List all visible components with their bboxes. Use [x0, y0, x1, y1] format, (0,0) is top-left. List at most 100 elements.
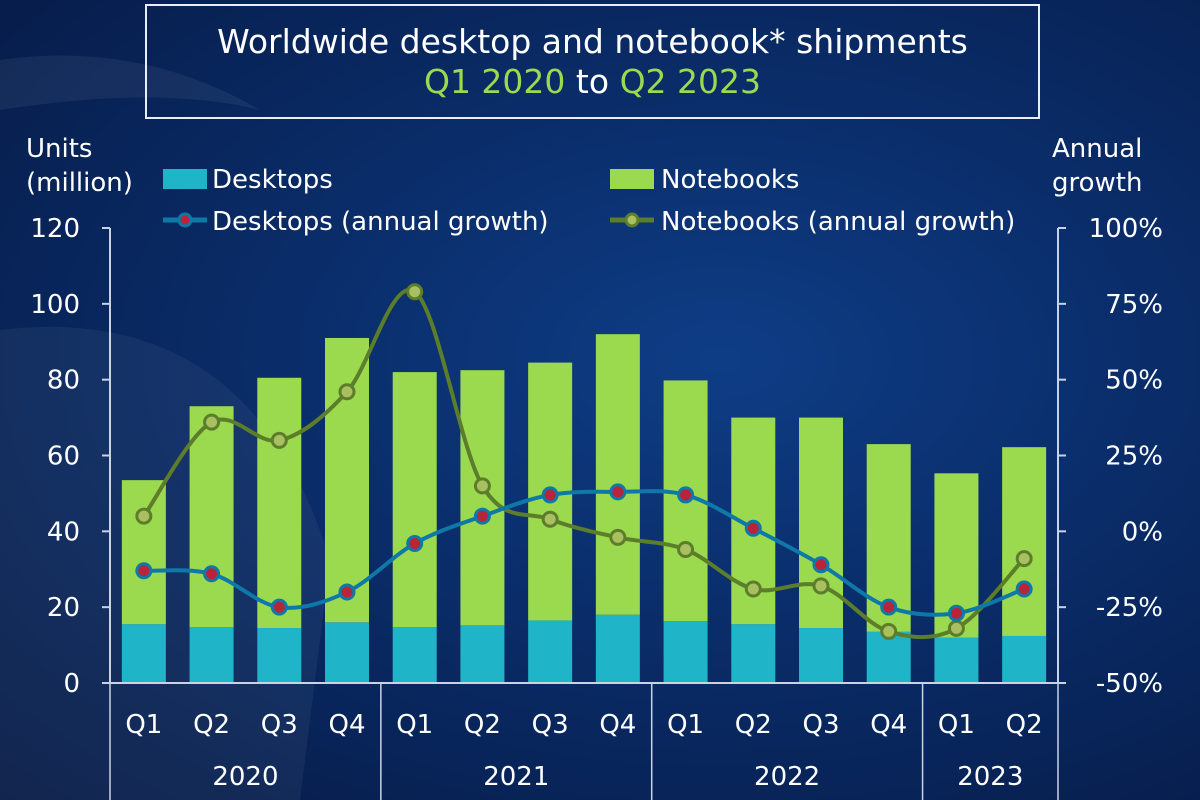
x-tick-label: Q4: [599, 710, 636, 740]
bar-notebooks: [257, 377, 302, 629]
left-tick-label: 0: [63, 669, 80, 699]
legend-item-notebooks-growth: Notebooks (annual growth): [610, 207, 1015, 237]
axes: 0 20 40 60 80 100 120 -50% -25% 0% 25% 50% 75% 100%: [30, 214, 1163, 699]
point-notebooks-growth: [812, 577, 830, 595]
point-notebooks-growth: [406, 283, 424, 301]
bar-desktops: [189, 627, 234, 683]
point-notebooks-growth: [203, 413, 221, 431]
legend-label-notebooks-growth: Notebooks (annual growth): [661, 207, 1015, 237]
x-tick-label: Q4: [870, 710, 907, 740]
legend-swatch-notebooks: [610, 169, 654, 189]
bar-desktops: [325, 622, 369, 683]
point-notebooks-growth: [677, 541, 695, 559]
year-group-label: 2020: [212, 762, 278, 792]
bar-notebooks: [1002, 447, 1047, 636]
left-axis-title: Units (million): [26, 132, 133, 200]
legend-item-desktops: Desktops: [163, 165, 333, 195]
point-desktops-growth: [947, 604, 965, 622]
point-notebooks-growth: [473, 477, 491, 495]
x-tick-label: Q2: [1006, 710, 1043, 740]
point-notebooks-growth: [1015, 550, 1033, 568]
right-tick-label: 25%: [1105, 442, 1163, 472]
legend-item-notebooks: Notebooks: [610, 165, 799, 195]
bar-desktops: [528, 620, 573, 683]
point-desktops-growth: [406, 534, 424, 552]
bar-desktops: [866, 631, 911, 683]
legend-label-notebooks: Notebooks: [661, 165, 799, 195]
point-notebooks-growth: [270, 431, 288, 449]
bar-desktops: [595, 614, 640, 683]
right-axis-title-line2: growth: [1052, 168, 1143, 198]
legend-label-desktops-growth: Desktops (annual growth): [212, 207, 549, 237]
point-desktops-growth: [203, 565, 221, 583]
point-notebooks-growth: [609, 528, 627, 546]
right-axis-title: Annual growth: [1052, 132, 1142, 200]
x-tick-label: Q3: [532, 710, 569, 740]
legend-marker-desktops-growth: [177, 212, 193, 228]
point-desktops-growth: [1015, 580, 1033, 598]
point-notebooks-growth: [880, 622, 898, 640]
right-tick-label: 75%: [1105, 290, 1163, 320]
left-tick-label: 100: [30, 290, 80, 320]
right-tick-label: 100%: [1089, 214, 1163, 244]
bar-desktops: [731, 624, 776, 683]
x-tick-label: Q2: [464, 710, 501, 740]
point-desktops-growth: [677, 486, 695, 504]
x-tick-label: Q4: [328, 710, 365, 740]
point-notebooks-growth: [744, 580, 762, 598]
x-tick-label: Q1: [938, 710, 975, 740]
year-group-label: 2022: [754, 762, 820, 792]
point-desktops-growth: [812, 556, 830, 574]
bar-notebooks: [392, 372, 437, 628]
point-desktops-growth: [270, 598, 288, 616]
left-tick-label: 80: [47, 366, 80, 396]
bar-desktops: [934, 637, 979, 683]
subtitle-range-end: Q2 2023: [619, 62, 762, 101]
bar-desktops: [392, 627, 437, 683]
x-tick-label: Q1: [396, 710, 433, 740]
left-tick-label: 60: [47, 442, 80, 472]
bar-desktops: [799, 628, 843, 683]
bar-notebooks: [121, 480, 166, 625]
legend: Desktops Notebooks Desktops (annual grow…: [163, 165, 1015, 237]
point-desktops-growth: [880, 598, 898, 616]
x-tick-label: Q3: [261, 710, 298, 740]
right-tick-label: -25%: [1096, 593, 1163, 623]
left-axis-title-line2: (million): [26, 168, 133, 198]
left-axis-title-line1: Units: [26, 134, 93, 164]
chart-title-box: Worldwide desktop and notebook* shipment…: [145, 4, 1040, 119]
x-axis: Q1 Q2 Q3 Q4 Q1 Q2 Q3 Q4 Q1 Q2 Q3 Q4 Q1 Q2 2020 2021 2022…: [102, 682, 1066, 800]
left-tick-label: 20: [47, 593, 80, 623]
growth-lines: [135, 283, 1033, 640]
point-desktops-growth: [135, 562, 153, 580]
point-notebooks-growth: [947, 619, 965, 637]
right-tick-label: -50%: [1096, 669, 1163, 699]
line-desktops-growth: [143, 489, 1025, 617]
x-tick-label: Q2: [193, 710, 230, 740]
bar-notebooks: [189, 406, 234, 628]
bar-desktops: [257, 628, 302, 683]
background-swoosh: [0, 55, 260, 110]
legend-item-desktops-growth: Desktops (annual growth): [163, 207, 549, 237]
bar-desktops: [1002, 635, 1047, 683]
chart-subtitle: Q1 2020 to Q2 2023: [147, 62, 1038, 102]
point-desktops-growth: [744, 519, 762, 537]
bar-desktops: [663, 621, 708, 683]
year-group-label: 2023: [957, 762, 1023, 792]
legend-swatch-desktops: [163, 169, 207, 189]
bar-notebooks: [460, 370, 505, 626]
right-tick-label: 50%: [1105, 366, 1163, 396]
point-notebooks-growth: [541, 510, 559, 528]
legend-marker-notebooks-growth: [624, 212, 640, 228]
bar-desktops: [460, 625, 505, 683]
year-group-label: 2021: [483, 762, 549, 792]
chart-title: Worldwide desktop and notebook* shipment…: [217, 22, 968, 61]
subtitle-range-to: to: [575, 62, 610, 101]
x-tick-label: Q2: [735, 710, 772, 740]
point-desktops-growth: [609, 483, 627, 501]
point-notebooks-growth: [135, 507, 153, 525]
bar-notebooks: [799, 417, 843, 629]
point-desktops-growth: [473, 507, 491, 525]
